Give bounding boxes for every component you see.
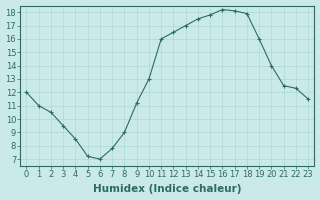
X-axis label: Humidex (Indice chaleur): Humidex (Indice chaleur) xyxy=(93,184,242,194)
